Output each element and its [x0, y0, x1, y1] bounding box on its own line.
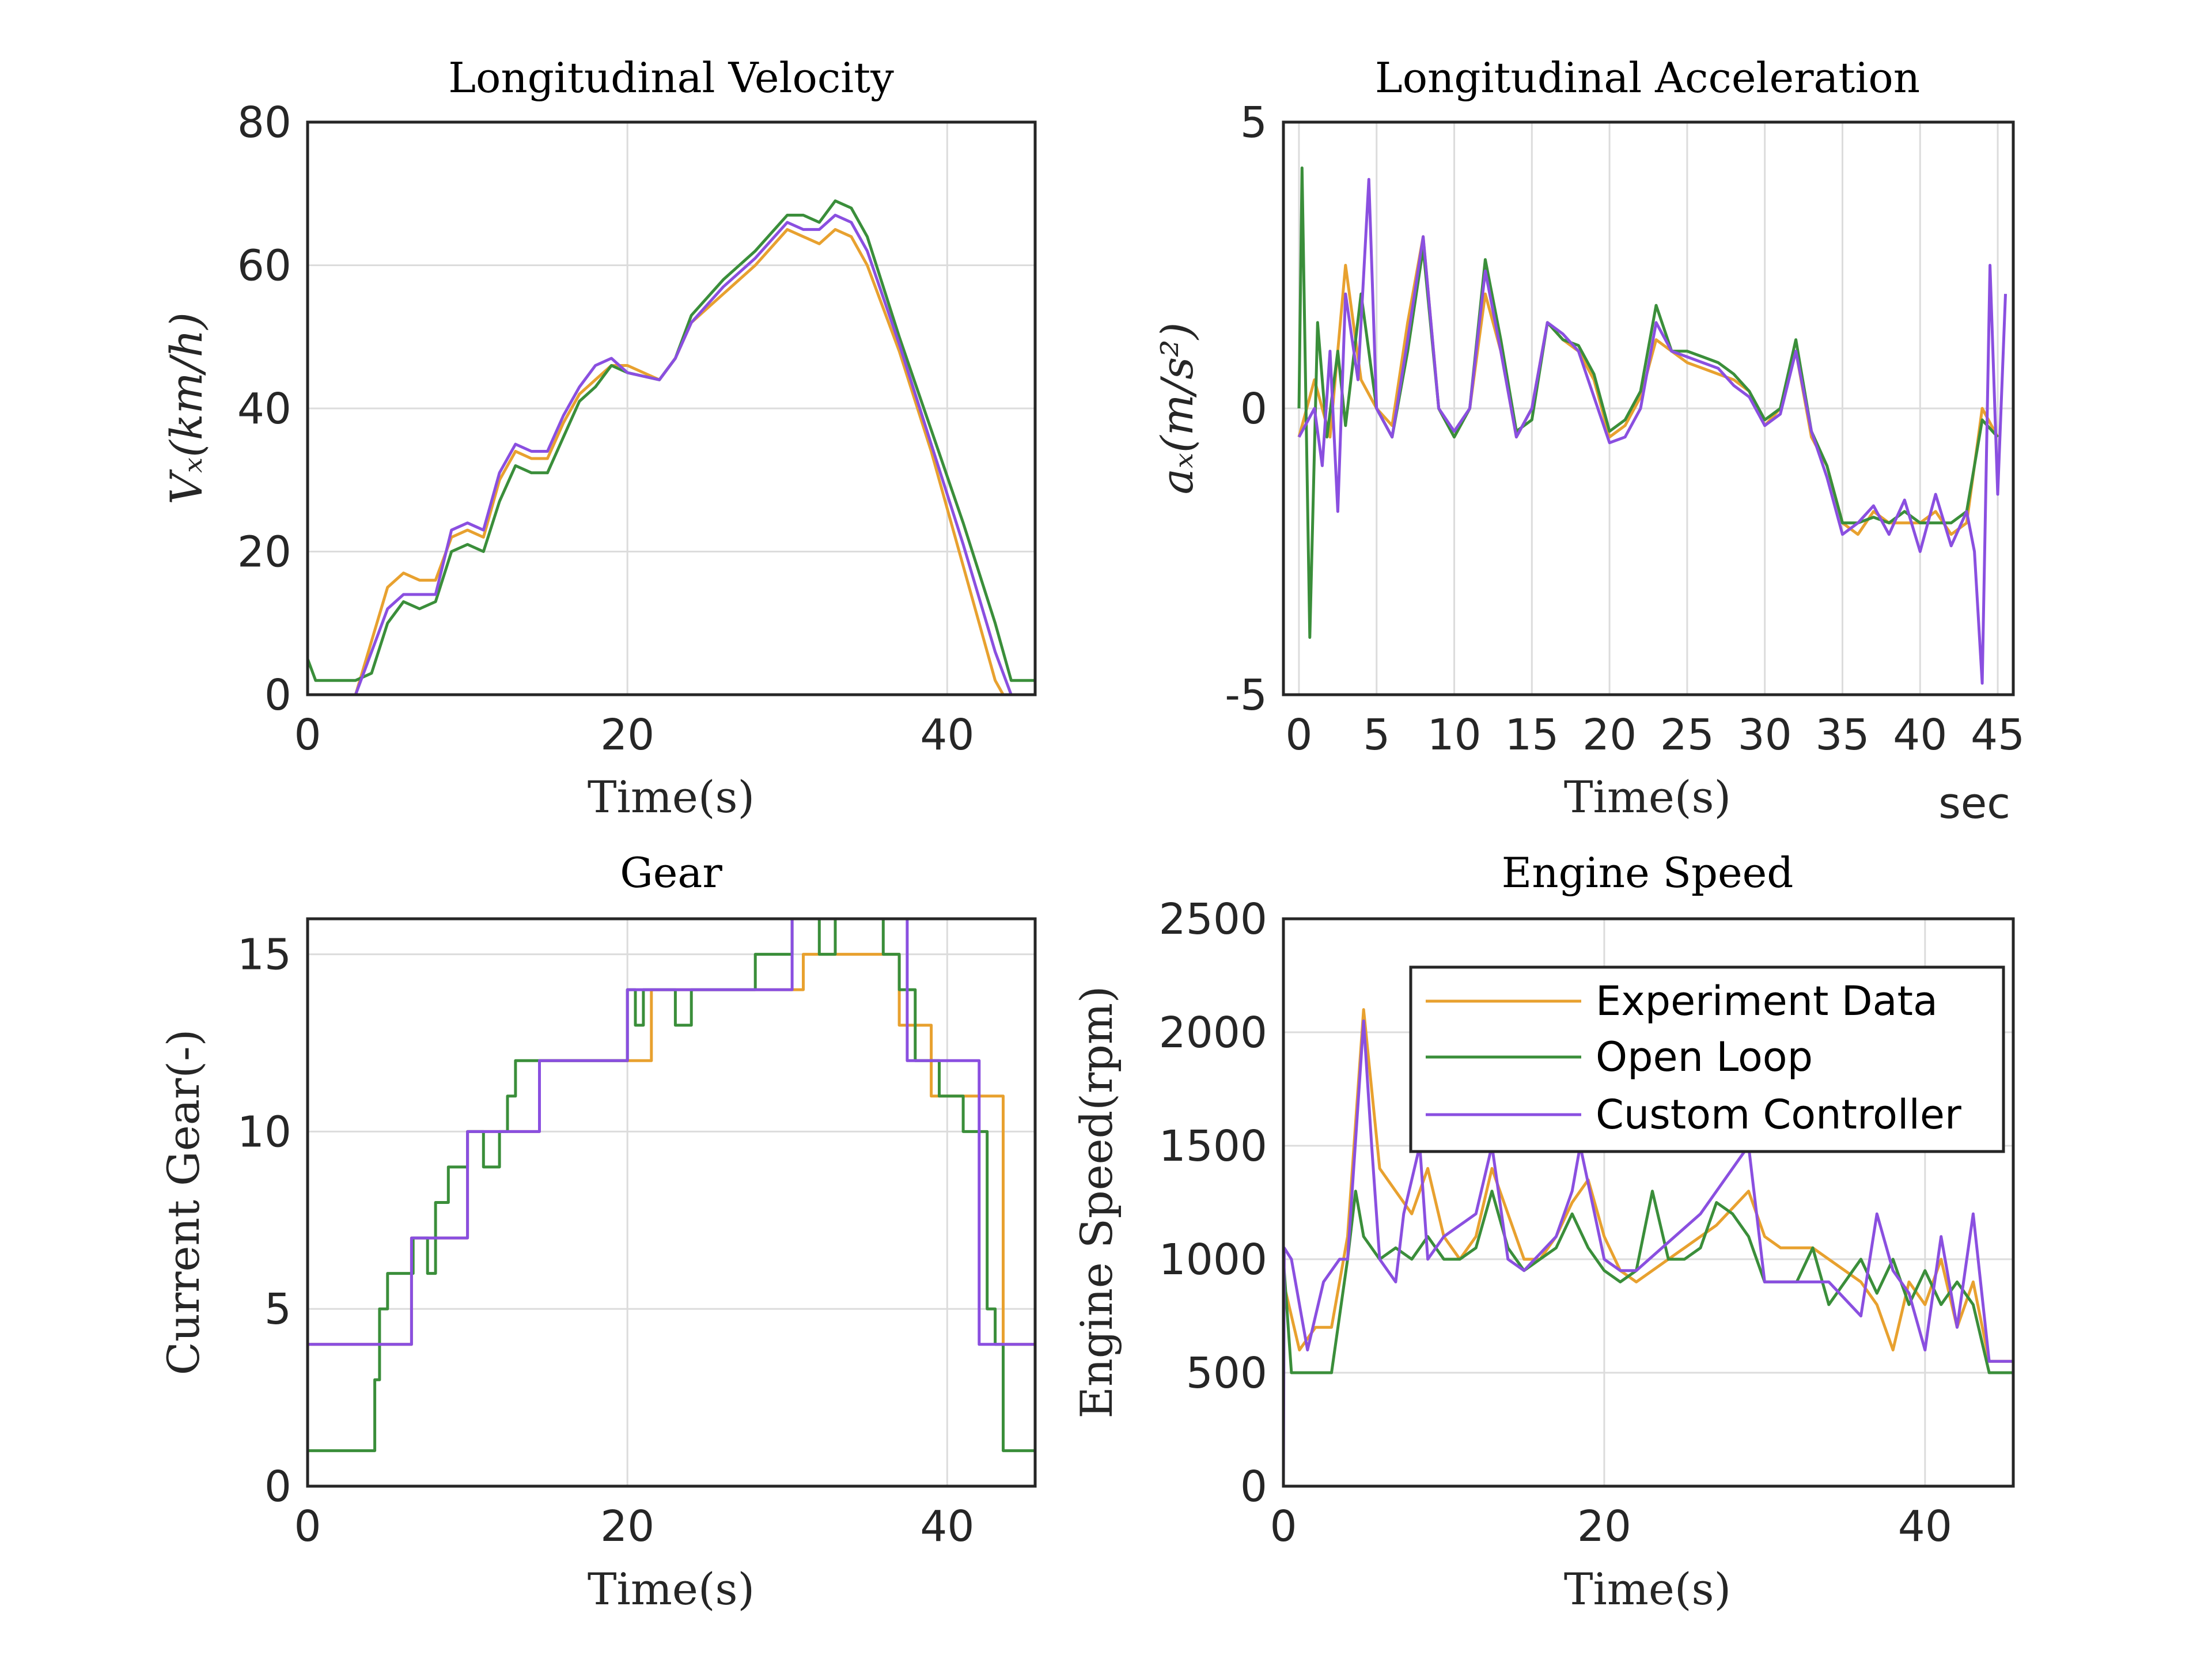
- acceleration-ytick-label: 0: [1240, 384, 1267, 434]
- engine-speed-ytick-label: 1500: [1159, 1122, 1267, 1171]
- acceleration-xtick-label: 30: [1738, 710, 1792, 760]
- velocity-xlabel: Time(s): [588, 771, 755, 823]
- velocity-ytick-label: 0: [264, 671, 291, 720]
- acceleration-title: Longitudinal Acceleration: [1375, 54, 1920, 102]
- gear-series-custom-controller: [308, 919, 1035, 1346]
- gear-ytick-label: 15: [237, 930, 291, 980]
- acceleration-series-custom-controller: [1297, 177, 2007, 685]
- acceleration-ytick-label: -5: [1225, 671, 1267, 720]
- engine-speed-ytick-label: 1000: [1159, 1235, 1267, 1285]
- engine-speed-ytick-label: 2000: [1159, 1008, 1267, 1058]
- acceleration-xlabel: Time(s): [1564, 771, 1731, 823]
- acceleration-axes-box: [1282, 120, 2015, 696]
- velocity-series-custom-controller: [308, 214, 1035, 695]
- engine-speed-ytick-label: 0: [1240, 1462, 1267, 1512]
- legend-label-experiment: Experiment Data: [1596, 978, 1938, 1025]
- engine-speed-series-custom-controller: [1283, 1019, 2013, 1486]
- acceleration-xtick-label: 0: [1285, 710, 1312, 760]
- acceleration-xtick-label: 35: [1815, 710, 1869, 760]
- engine-speed-xtick-label: 0: [1270, 1502, 1297, 1551]
- engine-speed-axes-box: [1282, 917, 2015, 1488]
- velocity-ytick-label: 40: [237, 384, 291, 434]
- gear-title: Gear: [620, 849, 722, 897]
- engine-speed-xlabel: Time(s): [1564, 1563, 1731, 1615]
- engine-speed-ytick-label: 500: [1186, 1349, 1267, 1398]
- acceleration-ylabel: aₓ(m/s²): [1152, 323, 1203, 495]
- acceleration-xtick-label: 25: [1660, 710, 1714, 760]
- acceleration-xtick-label: 15: [1505, 710, 1559, 760]
- velocity-ytick-label: 80: [237, 98, 291, 147]
- engine-speed-series-experiment: [1283, 1008, 2013, 1363]
- gear-ytick-label: 5: [264, 1285, 291, 1334]
- gear-plot-area: [308, 919, 1035, 1486]
- engine-speed-ylabel: Engine Speed(rpm): [1071, 986, 1122, 1418]
- velocity-axes-box: [306, 120, 1037, 696]
- engine-speed-xtick-label: 20: [1577, 1502, 1631, 1551]
- acceleration-ytick-label: 5: [1240, 98, 1267, 147]
- velocity-ytick-label: 20: [237, 528, 291, 577]
- engine-speed-ytick-label: 2500: [1159, 895, 1267, 944]
- acceleration-xtick-label: 5: [1363, 710, 1390, 760]
- gear-ylabel: Current Gear(-): [158, 1029, 209, 1376]
- gear-series-open-loop: [308, 919, 1035, 1452]
- engine-speed-title: Engine Speed: [1502, 849, 1794, 897]
- gear-ytick-label: 0: [264, 1462, 291, 1512]
- gear-xtick-label: 0: [294, 1502, 321, 1551]
- acceleration-xtick-label: 40: [1893, 710, 1947, 760]
- velocity-xtick-label: 20: [600, 710, 654, 760]
- gear-axes: 0 20 40 0 5 10 15: [237, 917, 1037, 1551]
- velocity-axes: 0 20 40 0 20 40 60 80: [237, 98, 1037, 760]
- gear-ytick-label: 10: [237, 1107, 291, 1157]
- acceleration-xtick-label: 10: [1427, 710, 1481, 760]
- acceleration-xunit: sec: [1938, 779, 2010, 828]
- velocity-xtick-label: 0: [294, 710, 321, 760]
- acceleration-xtick-label: 20: [1582, 710, 1637, 760]
- plots-layer: 0 20 40 0 20 40 60 80 0 5 10 15 20 25 30 35 40 45 -5 0 5 0 20 4…: [237, 98, 2025, 1551]
- velocity-ytick-label: 60: [237, 241, 291, 291]
- legend: Experiment Data Open Loop Custom Control…: [1409, 965, 2005, 1153]
- gear-axes-box: [306, 917, 1037, 1488]
- legend-label-custom-controller: Custom Controller: [1596, 1091, 1961, 1138]
- acceleration-xtick-label: 45: [1971, 710, 2025, 760]
- velocity-series-open-loop: [308, 199, 1035, 682]
- velocity-xtick-label: 40: [920, 710, 974, 760]
- legend-box: [1409, 965, 2005, 1153]
- gear-xlabel: Time(s): [588, 1563, 755, 1615]
- velocity-title: Longitudinal Velocity: [448, 54, 894, 102]
- acceleration-axes: 0 5 10 15 20 25 30 35 40 45 -5 0 5: [1225, 98, 2025, 760]
- gear-xtick-label: 20: [600, 1502, 654, 1551]
- gear-xtick-label: 40: [920, 1502, 974, 1551]
- velocity-ylabel: Vₓ(km/h): [161, 312, 212, 505]
- legend-label-open-loop: Open Loop: [1596, 1033, 1813, 1081]
- engine-speed-xtick-label: 40: [1898, 1502, 1952, 1551]
